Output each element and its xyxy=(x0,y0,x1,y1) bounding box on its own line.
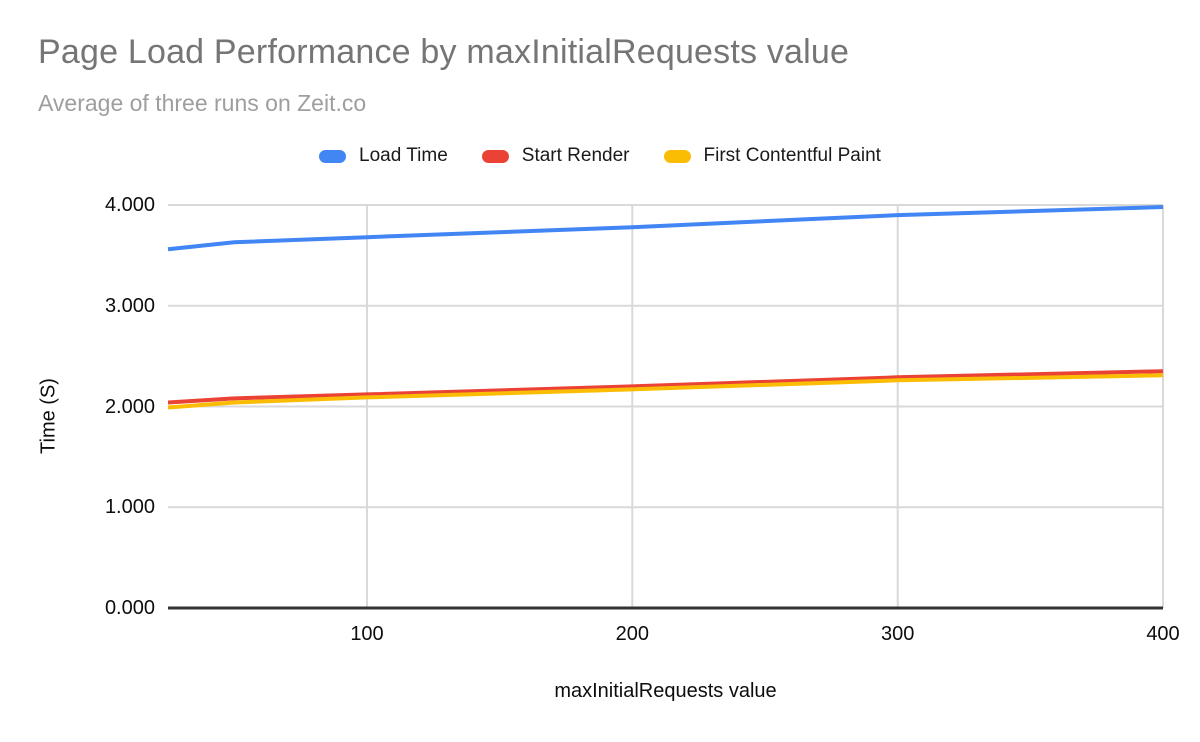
legend-label-first-contentful-paint: First Contentful Paint xyxy=(703,145,881,166)
x-tick-label-300: 300 xyxy=(880,623,915,645)
series-line-load-time xyxy=(167,205,1164,252)
x-axis-title: maxInitialRequests value xyxy=(554,680,777,702)
legend-swatch-first-contentful-paint xyxy=(663,149,691,163)
x-tick-label-200: 200 xyxy=(615,623,650,645)
y-tick-label-2.000: 2.000 xyxy=(104,395,155,418)
legend-item-load-time: Load Time xyxy=(319,145,448,167)
series-line-start-render xyxy=(167,369,1164,405)
y-tick-label-4.000: 4.000 xyxy=(104,194,155,216)
legend-label-start-render: Start Render xyxy=(521,145,630,166)
legend-item-first-contentful-paint: First Contentful Paint xyxy=(663,145,881,167)
chart-title: Page Load Performance by maxInitialReque… xyxy=(38,33,850,71)
legend-swatch-start-render xyxy=(481,149,509,163)
y-tick-label-3.000: 3.000 xyxy=(104,294,155,317)
legend-swatch-load-time xyxy=(319,149,347,163)
x-tick-label-100: 100 xyxy=(350,623,384,645)
x-tick-label-400: 400 xyxy=(1146,623,1180,645)
legend-item-start-render: Start Render xyxy=(481,145,630,167)
y-tick-label-1.000: 1.000 xyxy=(104,496,155,519)
legend: Load Time Start Render First Contentful Pa… xyxy=(0,143,1200,169)
series-line-first-contentful-paint xyxy=(167,373,1164,410)
chart-subtitle: Average of three runs on Zeit.co xyxy=(38,90,367,116)
y-axis-title: Time (S) xyxy=(37,378,60,454)
y-tick-label-0.000: 0.000 xyxy=(104,597,155,619)
legend-label-load-time: Load Time xyxy=(359,145,448,166)
